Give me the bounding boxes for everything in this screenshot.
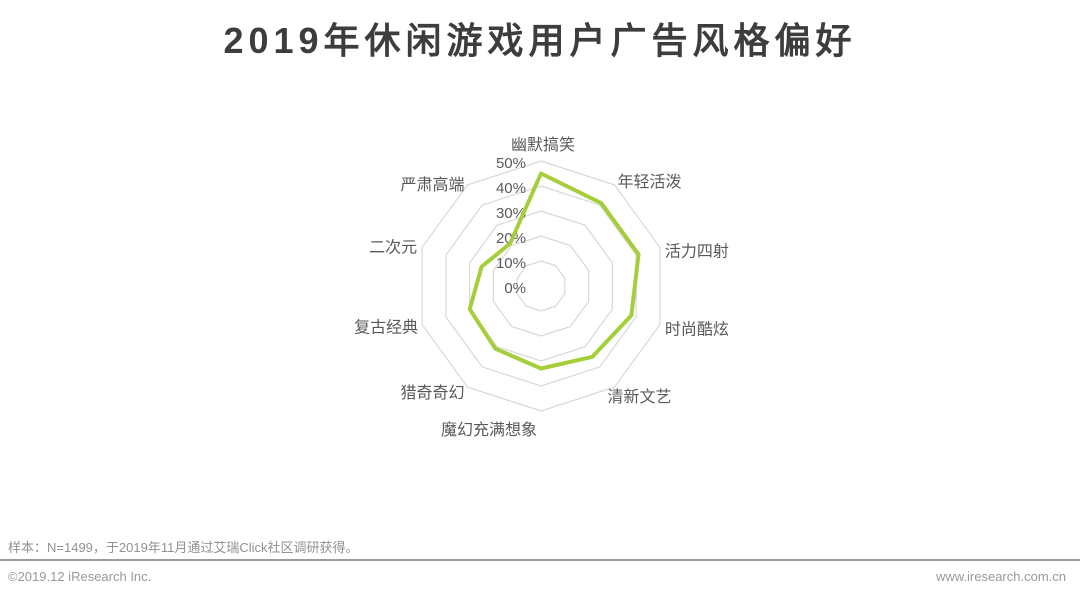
radar-tick-labels: 0%10%20%30%40%50%	[496, 155, 526, 297]
radar-data-series	[467, 171, 641, 371]
axis-label-2: 活力四射	[665, 242, 729, 260]
grid-ring-1	[516, 260, 566, 312]
axis-label-1: 年轻活泼	[618, 173, 682, 191]
grid-ring-3	[469, 210, 613, 362]
grid-ring-2	[492, 235, 590, 337]
axis-label-7: 复古经典	[354, 319, 418, 337]
sample-note: 样本：N=1499，于2019年11月通过艾瑞Click社区调研获得。	[8, 540, 359, 555]
tick-label-4: 40%	[496, 180, 526, 197]
axis-label-6: 猎奇奇幻	[400, 384, 464, 402]
axis-label-8: 二次元	[369, 238, 417, 256]
website-text: www.iresearch.com.cn	[935, 569, 1066, 584]
tick-label-5: 50%	[496, 155, 526, 172]
tick-label-1: 10%	[496, 255, 526, 272]
axis-label-0: 幽默搞笑	[511, 136, 575, 154]
grid-ring-5	[421, 160, 661, 412]
axis-label-5: 魔幻充满想象	[441, 421, 537, 439]
tick-label-0: 0%	[504, 280, 526, 297]
axis-label-9: 严肃高端	[400, 176, 464, 194]
tick-label-3: 30%	[496, 205, 526, 222]
copyright-text: ©2019.12 iResearch Inc.	[8, 569, 152, 584]
data-polygon-0	[467, 171, 641, 371]
axis-label-4: 清新文艺	[608, 388, 672, 406]
chart-title: 2019年休闲游戏用户广告风格偏好	[223, 20, 857, 61]
grid-ring-4	[445, 185, 637, 387]
radar-grid-rings	[421, 160, 661, 412]
footer-divider	[0, 559, 1080, 561]
axis-label-3: 时尚酷炫	[665, 321, 729, 339]
